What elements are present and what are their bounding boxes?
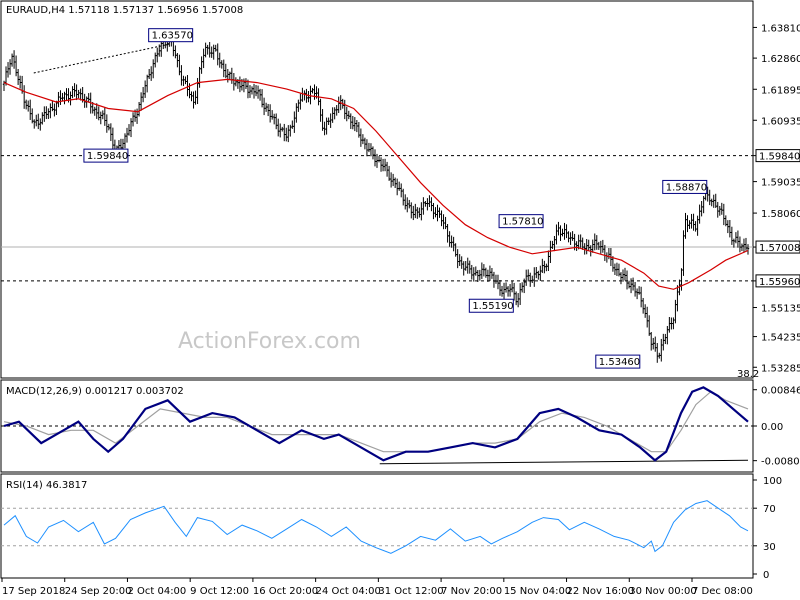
axis-price-tag-label: 1.59840 — [759, 152, 800, 163]
price-annotation-2: 1.57810 — [498, 214, 544, 229]
rsi-label: RSI(14) 46.3817 — [6, 480, 87, 491]
price-tick-label: 1.60935 — [761, 116, 800, 127]
price-axis: 1.63810 1.62860 1.61895 1.60935 1.59840 1.590… — [753, 23, 800, 374]
price-tick-label: 1.59035 — [761, 178, 800, 189]
annotation-box — [662, 179, 708, 194]
rsi-tick-label: 70 — [763, 504, 776, 515]
time-tick-label: 7 Nov 20:00 — [441, 586, 502, 597]
price-annotation-5: 1.53460 — [595, 354, 641, 369]
annotation-box — [148, 28, 194, 43]
time-tick-label: 17 Sep 2018 — [2, 586, 65, 597]
symbol-header: EURAUD,H4 1.57118 1.57137 1.56956 1.5700… — [6, 5, 243, 16]
annotation-label: 1.58870 — [666, 182, 707, 193]
time-tick-label: 30 Nov 00:00 — [629, 586, 696, 597]
axis-price-tag-label: 1.57008 — [759, 243, 800, 254]
axis-price-tag-0: 1.59840 — [755, 149, 800, 163]
annotation-label: 1.53460 — [599, 357, 640, 368]
annotation-box — [498, 214, 544, 229]
annotation-box — [595, 354, 641, 369]
fib-label: 38.2 — [737, 369, 759, 380]
rsi-panel-frame — [0, 473, 754, 579]
annotation-label: 1.59840 — [87, 151, 128, 162]
macd-tick-label: 0.00 — [761, 422, 783, 433]
price-tick-label: 1.61895 — [761, 85, 800, 96]
time-tick-label: 31 Oct 12:00 — [378, 586, 443, 597]
price-tick-label: 1.53285 — [761, 363, 800, 374]
price-annotation-0: 1.63570 — [148, 28, 194, 43]
time-tick-label: 9 Oct 12:00 — [190, 586, 249, 597]
support-resistance-levels — [1, 155, 753, 282]
axis-price-tag-box — [755, 274, 800, 288]
time-tick-label: 16 Oct 20:00 — [253, 586, 318, 597]
axis-price-tag-label: 1.55960 — [759, 277, 800, 288]
price-trendline — [33, 43, 171, 74]
rsi-tick-label: 30 — [763, 542, 776, 553]
time-tick-label: 15 Nov 04:00 — [504, 586, 571, 597]
annotation-label: 1.55190 — [472, 301, 513, 312]
price-tick-label: 1.54235 — [761, 333, 800, 344]
rsi-panel: RSI(14) 46.3817 100 70 30 0 — [0, 473, 782, 581]
macd-trendline — [379, 459, 749, 465]
time-axis: 17 Sep 2018 24 Sep 20:002 Oct 04:00 9 Oct … — [1, 578, 753, 597]
axis-price-tag-1: 1.57008 — [755, 240, 800, 254]
annotation-label: 1.63570 — [152, 31, 193, 42]
macd-tick-label: -0.008088 — [761, 457, 800, 468]
time-tick-label: 7 Dec 08:00 — [692, 586, 753, 597]
annotation-box — [468, 298, 514, 313]
price-tick-label: 1.62860 — [761, 54, 800, 65]
annotation-box — [83, 148, 129, 163]
moving-average-line — [3, 78, 749, 290]
axis-price-tag-box — [755, 240, 800, 254]
price-annotation-1: 1.59840 — [83, 148, 129, 163]
price-tick-label: 1.55135 — [761, 304, 800, 315]
macd-tick-label: 0.008466 — [761, 386, 800, 397]
time-tick-label: 24 Oct 04:00 — [316, 586, 381, 597]
price-bar — [746, 244, 750, 255]
rsi-axis: 100 70 30 0 — [753, 476, 782, 581]
macd-line — [3, 386, 749, 462]
axis-price-tag-box — [755, 149, 800, 163]
rsi-tick-label: 100 — [763, 476, 782, 487]
watermark: ActionForex.com — [178, 329, 361, 354]
macd-label: MACD(12,26,9) 0.001217 0.003702 — [6, 386, 184, 397]
price-panel: ActionForex.com 1.63570 1.59840 1.57810 1.5… — [0, 0, 800, 380]
price-tick-label: 1.58060 — [761, 209, 800, 220]
macd-signal-line — [3, 390, 749, 453]
rsi-levels — [1, 507, 753, 547]
macd-axis: 0.008466 0.00 -0.008088 — [753, 386, 800, 468]
annotation-label: 1.57810 — [502, 217, 543, 228]
rsi-line — [3, 500, 749, 554]
macd-panel: MACD(12,26,9) 0.001217 0.003702 0.008466… — [0, 379, 800, 473]
price-annotation-4: 1.58870 — [662, 179, 708, 194]
price-tick-label: 1.63810 — [761, 23, 800, 34]
time-tick-label: 22 Nov 16:00 — [567, 586, 634, 597]
axis-price-tag-2: 1.55960 — [755, 274, 800, 288]
price-annotation-3: 1.55190 — [468, 298, 514, 313]
rsi-tick-label: 0 — [763, 570, 769, 581]
price-panel-frame — [0, 0, 754, 379]
time-tick-label: 24 Sep 20:00 — [65, 586, 132, 597]
price-annotations: 1.63570 1.59840 1.57810 1.55190 1.58870 1.534… — [83, 28, 708, 369]
time-tick-label: 2 Oct 04:00 — [127, 586, 186, 597]
